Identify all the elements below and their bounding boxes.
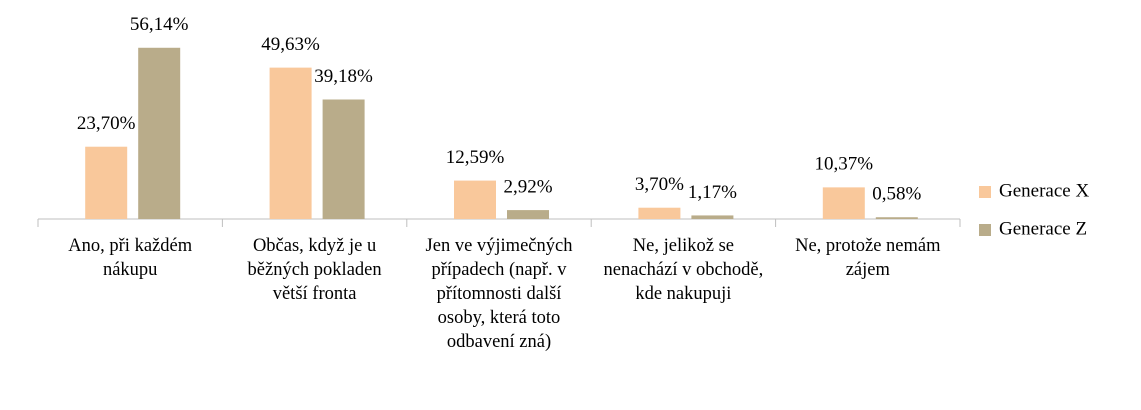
data-label: 12,59%	[446, 147, 505, 168]
bar	[269, 67, 312, 219]
data-label: 49,63%	[261, 34, 320, 55]
x-tick-label: Ne, jelikož se nenachází v obchodě, kde …	[603, 236, 764, 304]
bar	[322, 99, 365, 219]
bar	[85, 146, 128, 219]
data-label: 3,70%	[635, 174, 684, 195]
legend-label: Generace X	[999, 180, 1089, 201]
bar	[138, 47, 181, 220]
data-label: 2,92%	[503, 176, 552, 197]
bar	[875, 217, 918, 219]
legend-swatch	[979, 224, 991, 236]
x-tick-label: Ano, při každém nákupu	[68, 236, 193, 280]
x-tick-label: Ne, protože nemám zájem	[795, 236, 941, 280]
bar	[454, 180, 496, 219]
data-label: 39,18%	[314, 66, 373, 87]
x-tick-label: Občas, když je u běžných pokladen větší …	[247, 236, 382, 304]
data-label: 0,58%	[872, 184, 921, 205]
legend-label: Generace Z	[999, 218, 1087, 239]
bar	[507, 210, 549, 219]
data-label: 56,14%	[130, 14, 189, 35]
data-label: 10,37%	[815, 154, 874, 175]
x-tick-label: Jen ve výjimečných případech (např. v př…	[425, 236, 573, 352]
bar	[638, 207, 681, 219]
data-label: 1,17%	[688, 182, 737, 203]
legend-swatch	[979, 186, 991, 198]
data-label: 23,70%	[77, 113, 136, 134]
bar	[822, 187, 865, 219]
bar	[691, 215, 734, 219]
